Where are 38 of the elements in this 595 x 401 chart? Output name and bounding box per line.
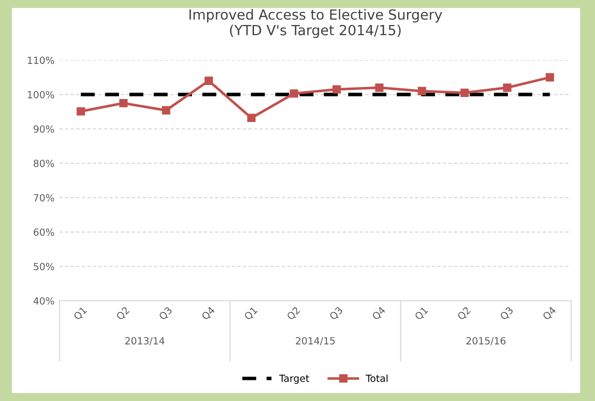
point — [290, 89, 298, 98]
point — [418, 86, 426, 96]
x-tick-label: Q4 — [372, 306, 387, 322]
point — [247, 114, 256, 122]
x-tick-label: Q4 — [201, 306, 216, 322]
x-tick-label: Q2 — [286, 306, 302, 322]
x-tick-label: Q3 — [500, 306, 514, 322]
text: 2015/16 — [466, 337, 506, 346]
y-tick-label: 40% — [34, 297, 54, 305]
point — [204, 76, 213, 85]
point — [162, 106, 170, 114]
point — [332, 85, 341, 94]
point — [119, 98, 128, 108]
legend-label: Total — [366, 374, 388, 382]
legend-label: Target — [279, 374, 310, 384]
point — [375, 83, 384, 92]
y-tick-label: 50% — [34, 262, 54, 270]
point — [546, 73, 554, 82]
y-tick-label: 110% — [28, 56, 54, 64]
text: 2013/14 — [125, 337, 164, 346]
y-tick-label: 80% — [34, 160, 54, 168]
chart-title: Improved Access to Elective Surgery (YTD V's Target 2014/15) — [190, 9, 442, 38]
point — [76, 107, 85, 116]
x-tick-label: Q2 — [116, 306, 130, 322]
x-tick-label: Q3 — [158, 306, 174, 322]
point — [503, 83, 512, 92]
point — [460, 88, 469, 97]
y-tick-label: 90% — [34, 125, 54, 133]
x-tick-label: Q1 — [244, 306, 258, 322]
y-tick-label: 70% — [34, 194, 54, 202]
x-tick-label: Q1 — [73, 306, 88, 322]
text: 2014/15 — [296, 337, 335, 346]
x-tick-label: Q3 — [328, 306, 344, 322]
x-tick-label: Q1 — [414, 306, 429, 322]
x-tick-label: Q2 — [456, 306, 472, 322]
y-tick-label: 60% — [34, 228, 54, 236]
y-tick-label: 100% — [28, 91, 54, 98]
x-tick-label: Q4 — [542, 306, 558, 322]
